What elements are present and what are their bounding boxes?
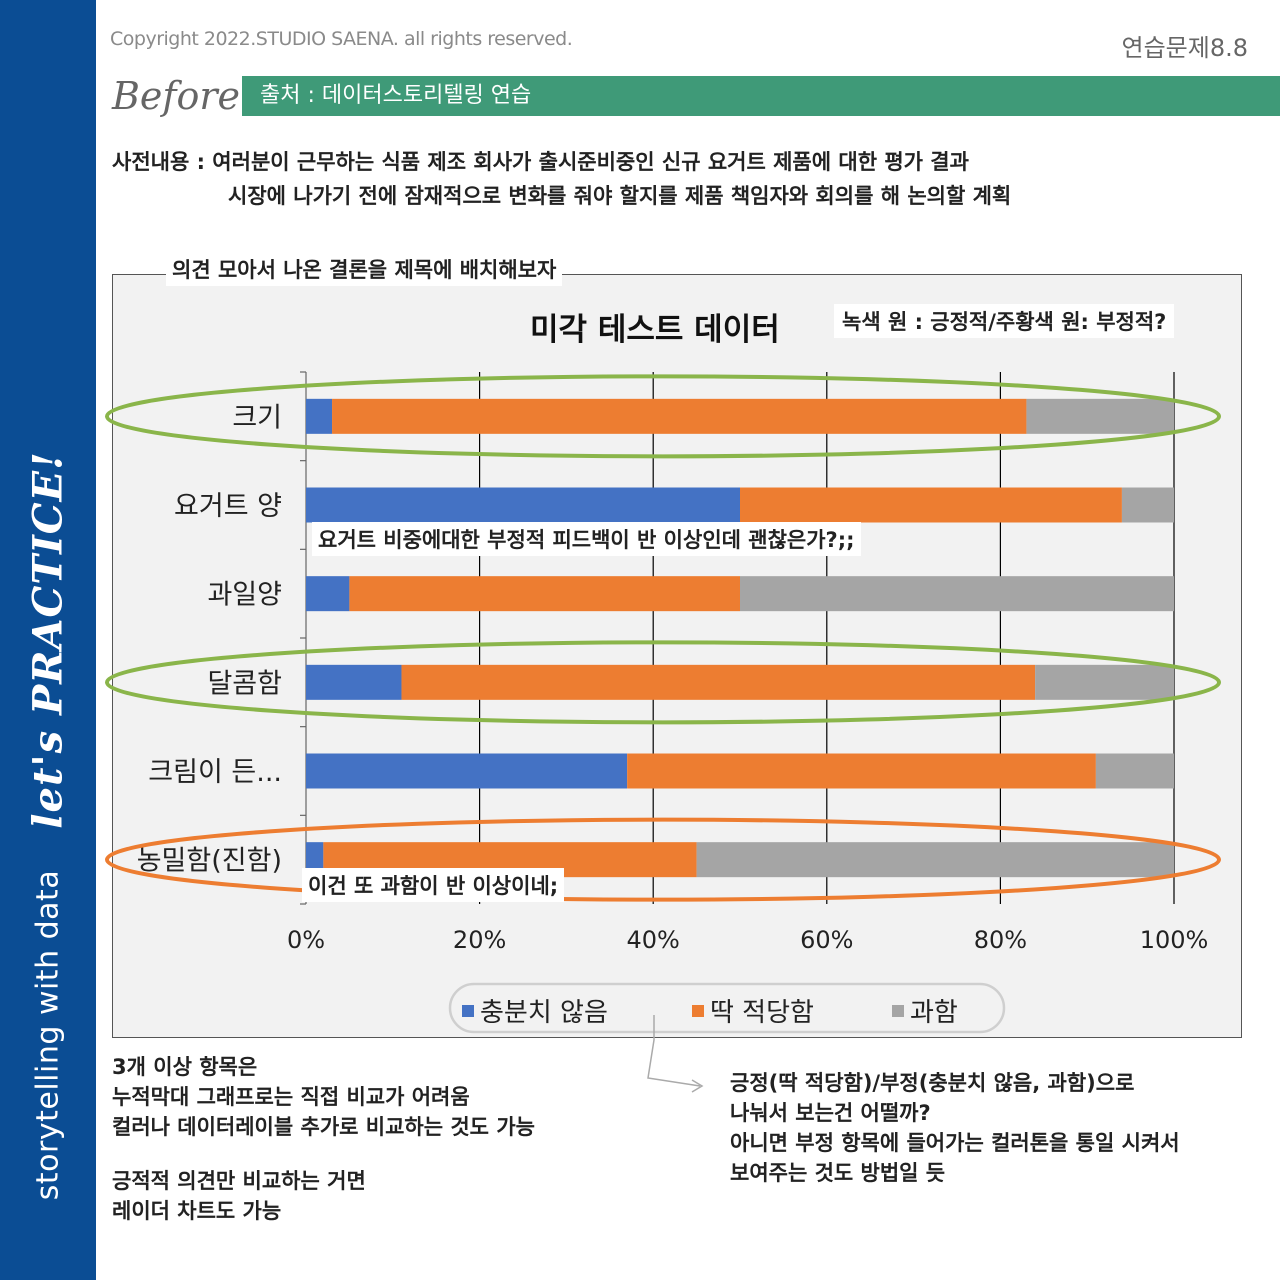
exercise-number: 연습문제8.8: [1121, 34, 1249, 62]
pre-content-line2: 시장에 나가기 전에 잠재적으로 변화를 줘야 할지를 제품 책임자와 회의를 …: [228, 184, 1012, 208]
legend-label: 과함: [910, 998, 958, 1028]
legend-swatch-blue: [462, 1004, 474, 1017]
bottom-note-line: 긍적적 의견만 비교하는 거면: [112, 1169, 366, 1193]
source-bar: 출처 : 데이터스토리텔링 연습: [242, 76, 1280, 116]
arrow-head: [691, 1079, 704, 1093]
bottom-note-right: 긍정(딱 적당함)/부정(충분치 않음, 과함)으로 나눠서 보는건 어떨까? …: [730, 1068, 1180, 1188]
bottom-note-line: 레이더 차트도 가능: [112, 1199, 282, 1223]
category-label: 농밀함(진함): [137, 846, 282, 877]
legend-outline: [448, 982, 1006, 1034]
copyright-text: Copyright 2022.STUDIO SAENA. all rights …: [110, 28, 573, 50]
legend-item-too-much: 과함: [892, 992, 958, 1029]
category-label: 크림이 든...: [148, 757, 282, 788]
bottom-note-line: 컬러나 데이터레이블 추가로 비교하는 것도 가능: [112, 1115, 535, 1139]
bottom-note-line: 누적막대 그래프로는 직접 비교가 어려움: [112, 1085, 470, 1109]
bar-too-much-5: [696, 842, 1174, 878]
bar-just-right-2: [349, 576, 740, 612]
x-tick-label: 20%: [453, 926, 506, 954]
bar-too-much-3: [1035, 664, 1174, 700]
bar-too-much-4: [1095, 753, 1174, 789]
x-tick-label: 100%: [1140, 926, 1209, 954]
legend-item-not-enough: 충분치 않음: [462, 992, 608, 1029]
x-tick-label: 40%: [627, 926, 680, 954]
bar-too-much-1: [1121, 487, 1174, 523]
bar-too-much-2: [740, 576, 1174, 612]
legend-swatch-gray: [892, 1004, 904, 1017]
bar-not-enough-0: [306, 398, 333, 434]
bottom-note-left: 3개 이상 항목은 누적막대 그래프로는 직접 비교가 어려움 컬러나 데이터레…: [112, 1052, 535, 1142]
title-note: 녹색 원 : 긍정적/주황색 원: 부정적?: [834, 304, 1175, 338]
highlight-ellipse: [105, 817, 1221, 902]
sidebar: storytelling with data let's PRACTICE!: [0, 0, 96, 1280]
before-label: Before: [112, 74, 241, 118]
bottom-note-line: 3개 이상 항목은: [112, 1055, 258, 1079]
bottom-note-line: 아니면 부정 항목에 들어가는 컬러톤을 통일 시켜서: [730, 1131, 1180, 1155]
category-label: 크기: [232, 402, 282, 433]
chart-title: 미각 테스트 데이터: [530, 312, 780, 348]
opinion-label: 의견 모아서 나온 결론을 제목에 배치해보자: [166, 252, 563, 286]
source-text: 출처 : 데이터스토리텔링 연습: [260, 83, 532, 108]
legend-swatch-orange: [692, 1004, 704, 1017]
thick-note: 이건 또 과함이 반 이상이네;: [302, 868, 565, 902]
x-tick-label: 60%: [800, 926, 853, 954]
bar-too-much-0: [1026, 398, 1174, 434]
bar-not-enough-4: [306, 753, 628, 789]
x-tick-label: 0%: [287, 926, 325, 954]
legend-label: 충분치 않음: [480, 998, 608, 1028]
bar-not-enough-1: [306, 487, 740, 523]
bar-not-enough-3: [306, 664, 402, 700]
legend-item-just-right: 딱 적당함: [692, 992, 814, 1029]
bottom-note-line: 긍정(딱 적당함)/부정(충분치 않음, 과함)으로: [730, 1071, 1135, 1095]
connector-arrow: [647, 1015, 701, 1087]
category-label: 요거트 양: [174, 491, 282, 522]
yogurt-note: 요거트 비중에대한 부정적 피드백이 반 이상인데 괜찮은가?;;: [312, 522, 861, 556]
bottom-note-left2: 긍적적 의견만 비교하는 거면 레이더 차트도 가능: [112, 1166, 366, 1226]
x-tick-label: 80%: [974, 926, 1027, 954]
bar-not-enough-2: [306, 576, 350, 612]
bottom-note-line: 보여주는 것도 방법일 듯: [730, 1161, 946, 1185]
bar-just-right-3: [401, 664, 1036, 700]
legend-label: 딱 적당함: [710, 998, 814, 1028]
bar-just-right-4: [627, 753, 1096, 789]
category-label: 달콤함: [207, 668, 282, 699]
highlight-ellipse: [105, 374, 1221, 459]
highlight-ellipse: [105, 640, 1221, 725]
pre-content-line1: 사전내용 : 여러분이 근무하는 식품 제조 회사가 출시준비중인 신규 요거트…: [112, 150, 969, 174]
bar-just-right-0: [332, 398, 1027, 434]
bottom-note-line: 나눠서 보는건 어떨까?: [730, 1101, 931, 1125]
category-label: 과일양: [207, 580, 282, 611]
bar-just-right-1: [740, 487, 1122, 523]
